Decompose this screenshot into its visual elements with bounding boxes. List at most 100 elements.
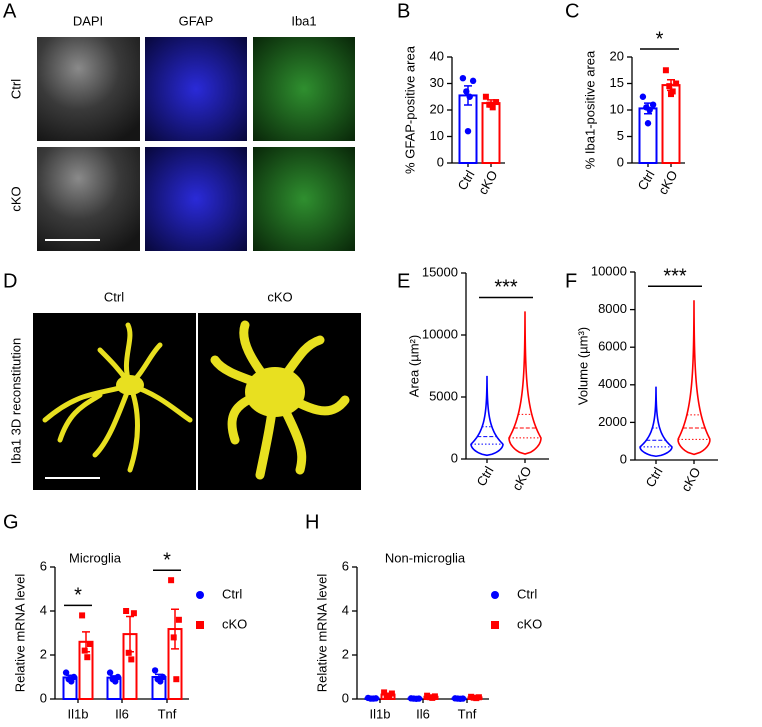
y-tick-label: 0	[451, 450, 458, 465]
y-tick-label: 8000	[598, 301, 627, 316]
y-tick-label: 0	[620, 451, 627, 466]
micrograph	[145, 37, 247, 141]
legend-label: cKO	[222, 616, 247, 631]
legend-label: cKO	[517, 616, 542, 631]
panel-label: F	[565, 270, 577, 292]
data-point	[473, 695, 480, 702]
x-tick-label: cKO	[678, 465, 704, 494]
cell-reconstruction	[245, 367, 305, 417]
column-label: Ctrl	[104, 289, 124, 304]
y-tick-label: 15000	[422, 264, 458, 279]
x-tick-label: cKO	[655, 168, 681, 197]
row-label: Iba1 3D reconstitution	[8, 338, 23, 464]
y-tick-label: 5	[617, 128, 624, 143]
data-point	[488, 101, 494, 108]
data-point	[649, 101, 657, 108]
data-point	[457, 695, 464, 702]
data-point	[464, 128, 472, 135]
violin	[470, 375, 504, 457]
data-point	[666, 83, 673, 90]
y-tick-label: 20	[430, 101, 444, 116]
data-point	[466, 93, 473, 100]
y-tick-label: 15	[610, 75, 624, 90]
legend-marker	[491, 591, 499, 599]
significance-label: ***	[494, 277, 518, 299]
violin	[677, 300, 711, 456]
x-tick-label: Il6	[416, 706, 430, 721]
x-tick-label: Il1b	[68, 706, 89, 721]
y-tick-label: 4	[342, 602, 349, 617]
data-point	[388, 690, 395, 697]
data-point	[81, 647, 88, 654]
reconstruction-images	[33, 313, 361, 490]
violin	[508, 311, 542, 455]
panel-label: A	[3, 0, 17, 22]
x-tick-label: Ctrl	[642, 465, 665, 490]
y-tick-label: 5000	[429, 388, 458, 403]
column-label: DAPI	[73, 13, 103, 28]
y-axis-title: Relative mRNA level	[12, 574, 27, 693]
bar	[638, 107, 658, 165]
data-point	[673, 80, 680, 87]
data-point	[175, 616, 182, 623]
row-label: Ctrl	[8, 79, 23, 99]
panel-label: H	[305, 511, 319, 533]
micrograph	[253, 37, 355, 141]
significance-label: ***	[663, 265, 687, 287]
data-point	[662, 67, 669, 74]
legend-marker	[196, 591, 204, 599]
micrograph	[145, 147, 247, 251]
data-point	[381, 689, 388, 696]
x-tick-label: Ctrl	[473, 464, 496, 489]
y-tick-label: 6	[40, 558, 47, 573]
y-tick-label: 0	[617, 154, 624, 169]
y-tick-label: 10	[610, 101, 624, 116]
y-tick-label: 0	[40, 690, 47, 705]
error-bar	[171, 608, 179, 650]
cell-reconstruction	[42, 322, 193, 473]
legend-label: Ctrl	[222, 586, 242, 601]
data-point	[84, 654, 91, 661]
x-tick-label: Tnf	[458, 706, 477, 721]
micrograph	[37, 147, 140, 251]
data-point	[370, 695, 377, 702]
data-point	[151, 667, 159, 674]
x-tick-label: cKO	[509, 464, 535, 493]
y-tick-label: 10000	[422, 326, 458, 341]
data-point	[482, 93, 489, 100]
data-point	[128, 656, 135, 663]
data-point	[668, 91, 674, 98]
data-point	[413, 695, 420, 702]
significance-label: *	[163, 549, 171, 571]
data-point	[130, 610, 137, 617]
micrograph	[253, 147, 355, 251]
data-point	[112, 678, 119, 685]
y-tick-label: 2000	[598, 414, 627, 429]
violin	[639, 386, 673, 458]
data-point	[173, 676, 180, 683]
data-point	[86, 641, 93, 647]
data-point	[125, 649, 132, 656]
y-tick-label: 0	[342, 690, 349, 705]
y-tick-label: 10000	[591, 263, 627, 278]
micrograph	[37, 37, 140, 141]
row-label: cKO	[8, 186, 23, 211]
y-axis-title: Area (µm²)	[406, 335, 421, 397]
cell-reconstruction	[116, 375, 144, 395]
data-point	[62, 669, 70, 676]
y-tick-label: 20	[610, 48, 624, 63]
panel-label: D	[3, 270, 17, 292]
data-point	[463, 88, 470, 95]
panel-label: C	[565, 0, 579, 22]
y-tick-label: 30	[430, 75, 444, 90]
data-point	[459, 75, 467, 82]
cell-reconstruction	[210, 320, 350, 480]
y-axis-title: % Iba1-positive area	[582, 50, 597, 169]
legend-marker	[196, 621, 204, 629]
y-tick-label: 4	[40, 602, 47, 617]
data-point	[157, 678, 164, 685]
y-tick-label: 0	[437, 154, 444, 169]
chart-title: Microglia	[69, 550, 122, 565]
data-point	[429, 694, 436, 701]
